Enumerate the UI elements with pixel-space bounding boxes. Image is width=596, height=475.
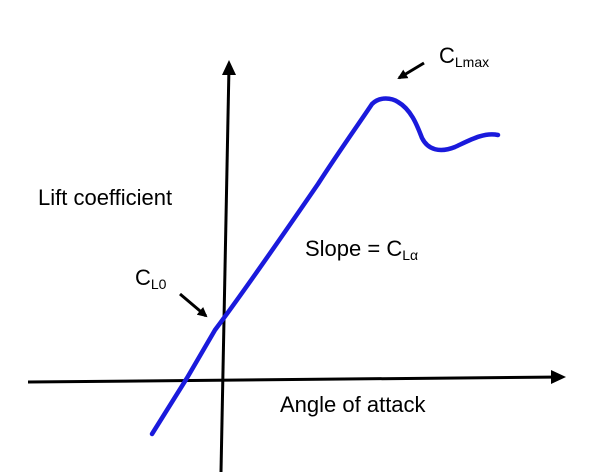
x-axis-line bbox=[27, 375, 563, 384]
y-axis-label: Lift coefficient bbox=[38, 185, 172, 210]
clmax-label-base: C bbox=[439, 43, 455, 68]
lift-curve bbox=[149, 96, 501, 437]
clmax-label: CLmax bbox=[439, 43, 489, 70]
x-axis-arrowhead bbox=[551, 370, 566, 384]
slope-label-prefix: Slope = C bbox=[305, 236, 402, 261]
cl0-label: CL0 bbox=[135, 265, 167, 292]
slope-label-sub: Lα bbox=[402, 247, 418, 263]
cl0-label-sub: L0 bbox=[151, 276, 167, 292]
cl0-arrow bbox=[179, 292, 208, 318]
clmax-arrow bbox=[397, 61, 425, 80]
clmax-label-sub: Lmax bbox=[455, 54, 489, 70]
y-axis-arrowhead bbox=[222, 60, 236, 75]
y-axis-line bbox=[219, 65, 231, 473]
x-axis-label: Angle of attack bbox=[280, 392, 427, 417]
cl0-label-base: C bbox=[135, 265, 151, 290]
slope-label: Slope = CLα bbox=[305, 236, 418, 263]
